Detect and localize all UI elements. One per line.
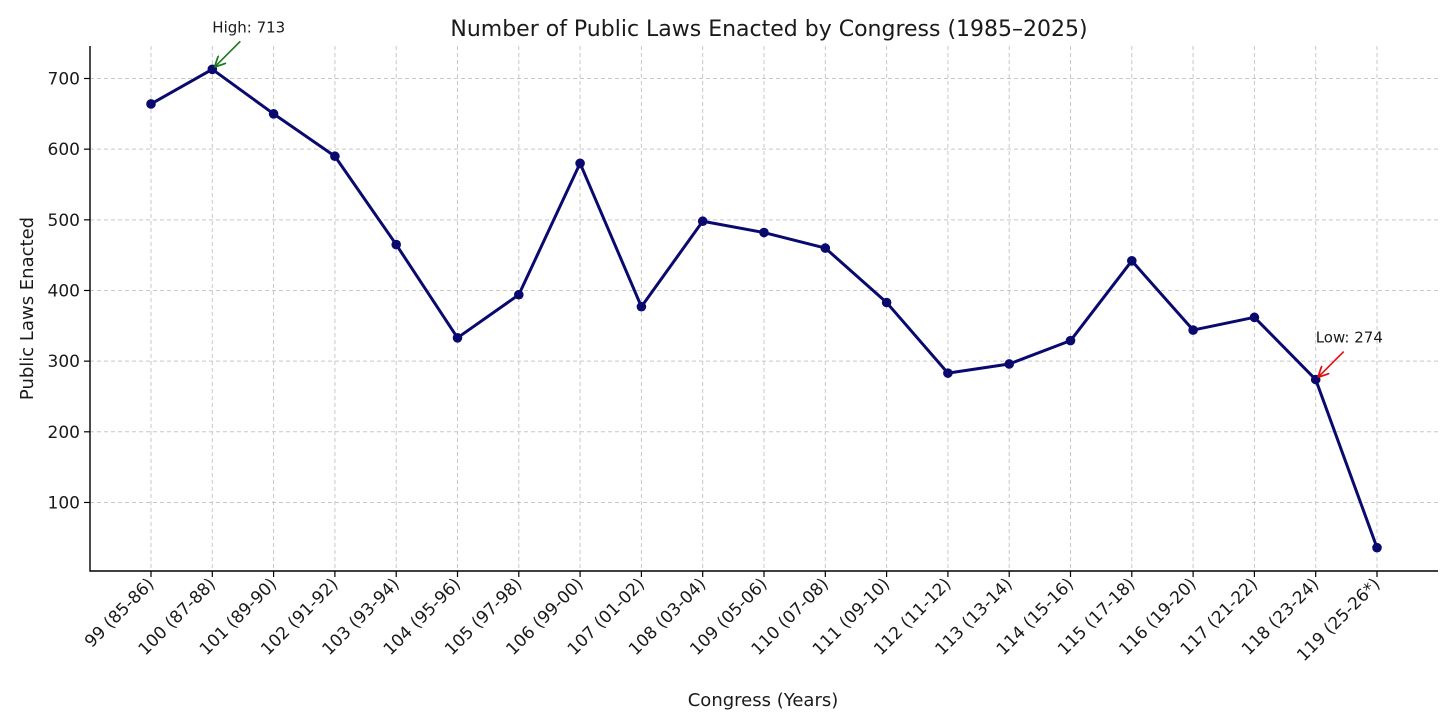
y-tick-label: 600 [48, 140, 80, 160]
data-point [268, 109, 279, 119]
y-tick-label: 400 [48, 281, 80, 301]
data-point [1004, 359, 1014, 369]
axes-spines [89, 46, 1438, 572]
y-tick-label: 300 [48, 352, 80, 372]
data-point [391, 239, 402, 250]
annotation-label: High: 713 [212, 18, 285, 36]
data-point [1372, 542, 1382, 553]
data-point [575, 158, 585, 169]
annotation-arrow [215, 40, 241, 66]
data-point [452, 333, 463, 343]
data-point [330, 151, 340, 162]
data-point [881, 297, 892, 308]
x-axis-label: Congress (Years) [688, 690, 839, 711]
y-tick-label: 700 [48, 70, 80, 90]
data-point [820, 243, 831, 253]
annotation-label: Low: 274 [1316, 329, 1383, 347]
data-point [1188, 325, 1198, 335]
data-point [759, 227, 769, 238]
data-point [697, 216, 708, 227]
annotations: High: 713 Low: 274 [212, 18, 1383, 376]
data-point [636, 301, 647, 312]
data-point [1249, 312, 1260, 323]
y-axis-label: Public Laws Enacted [17, 217, 38, 400]
chart-title: Number of Public Laws Enacted by Congres… [450, 17, 1087, 42]
data-point [943, 368, 953, 378]
data-point [1065, 335, 1076, 346]
y-tick-label: 500 [48, 211, 80, 231]
data-point [146, 99, 156, 109]
data-point [1127, 256, 1137, 266]
series-laws-enacted [146, 64, 1382, 553]
y-tick-label: 200 [48, 423, 80, 443]
annotation-arrow [1319, 350, 1345, 377]
x-axis-ticks: 99 (85-86)100 (87-88)101 (89-90)102 (91-… [81, 571, 1385, 666]
y-tick-label: 100 [48, 493, 80, 513]
x-gridlines [150, 46, 1378, 571]
y-axis-ticks: 100 200 300 400 500 600 700 [48, 70, 90, 513]
data-point [514, 289, 524, 300]
